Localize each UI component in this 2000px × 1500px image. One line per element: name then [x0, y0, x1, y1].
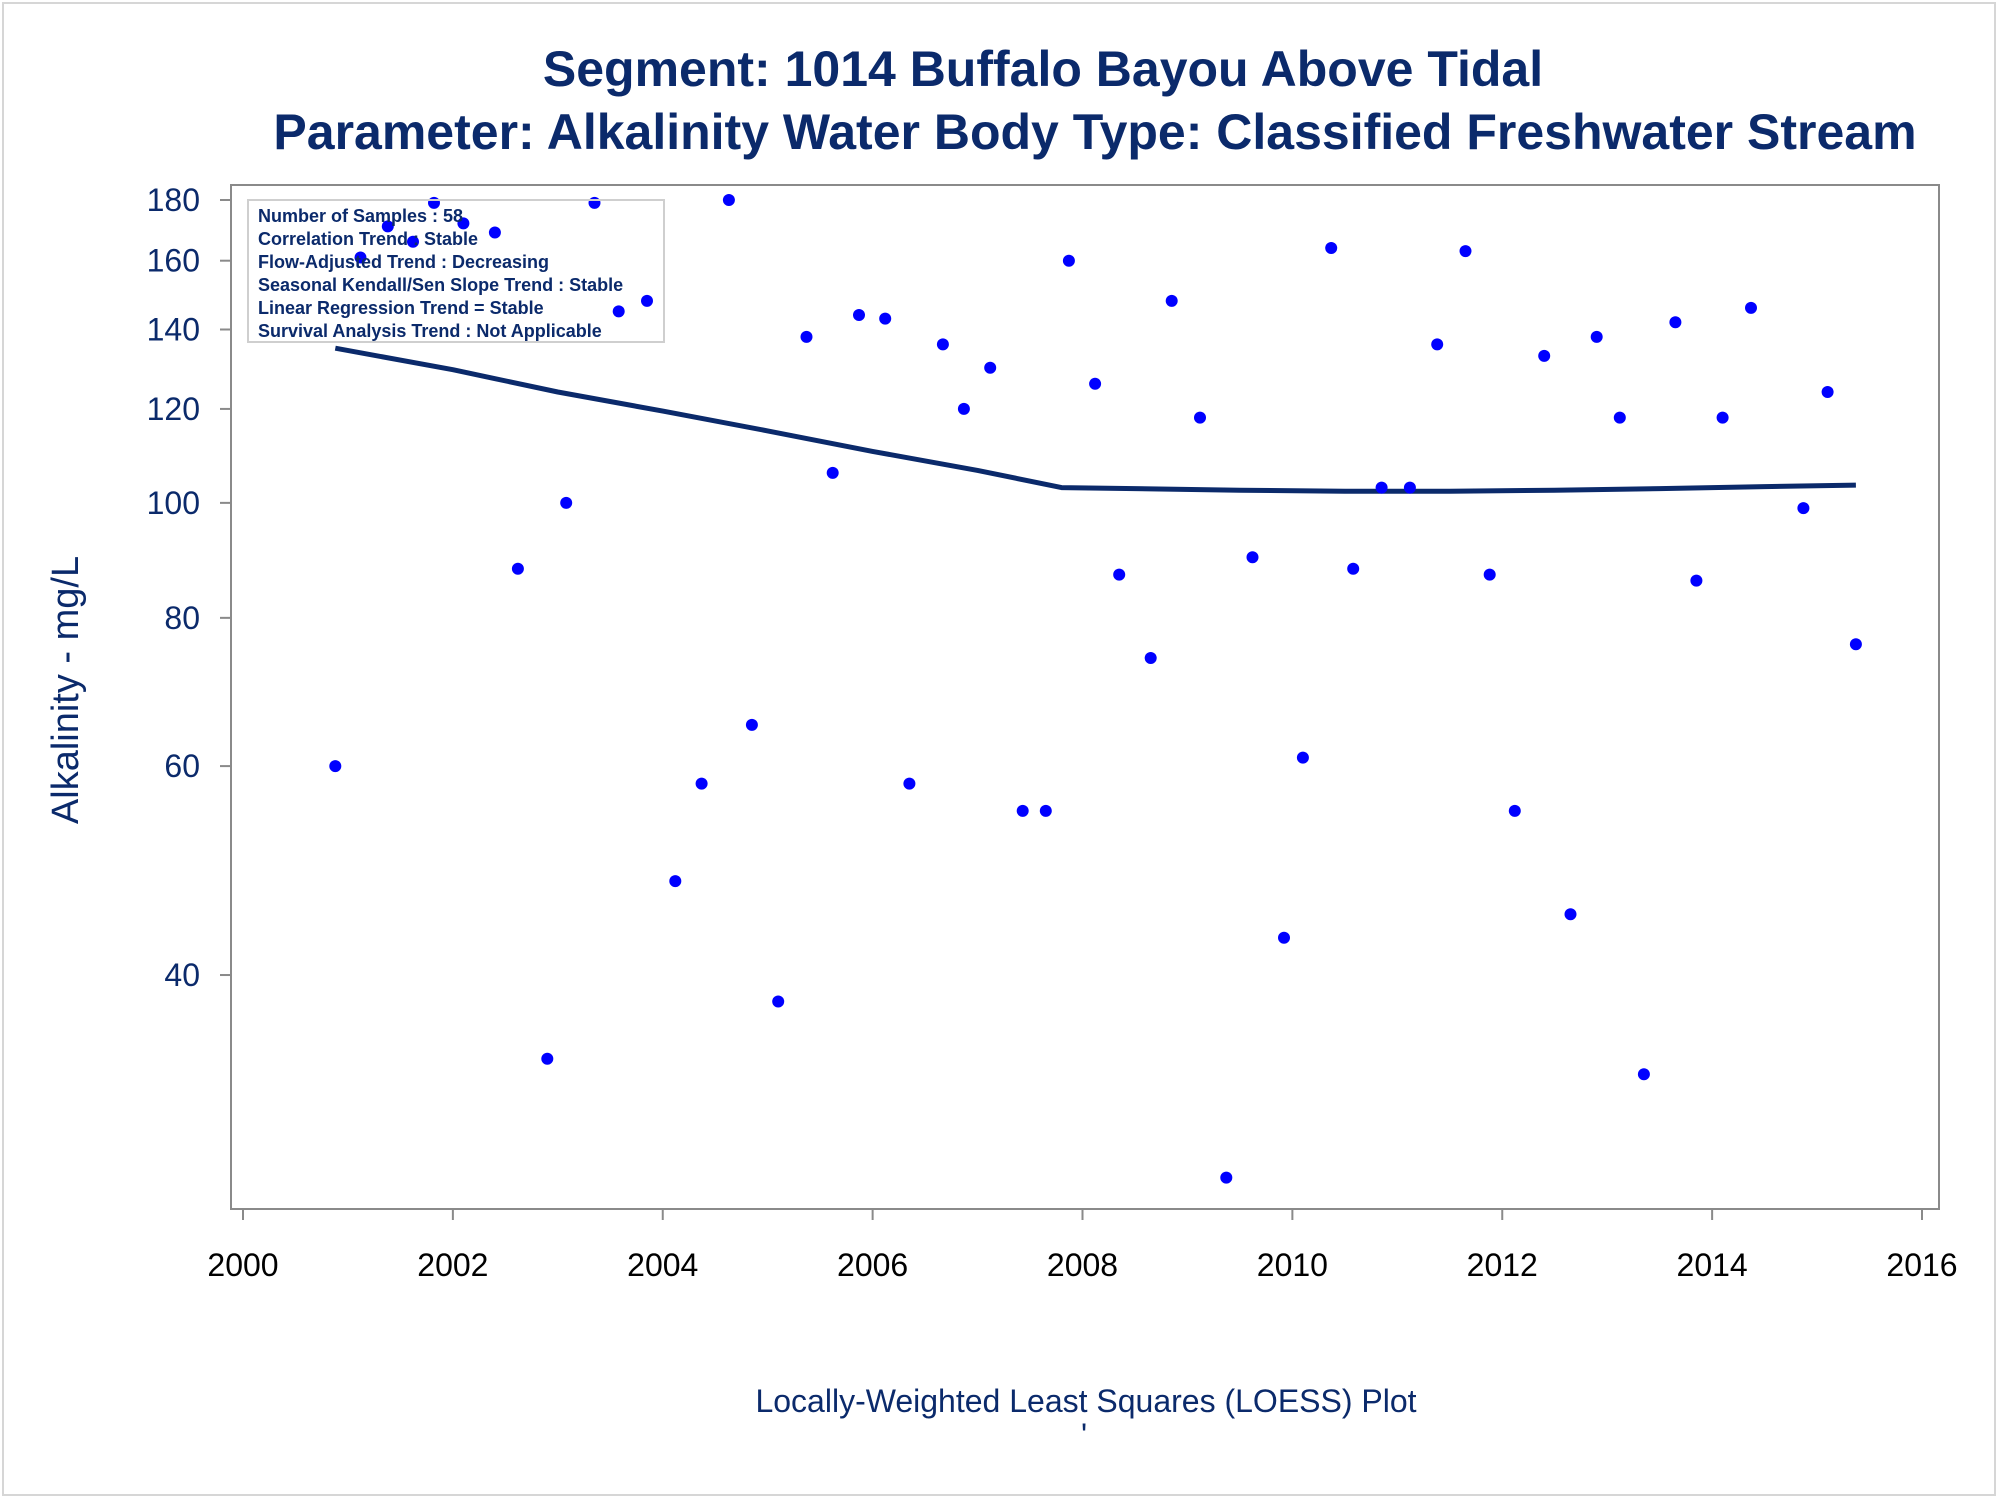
- data-point: [936, 338, 949, 351]
- data-point: [488, 226, 501, 239]
- data-point: [1431, 338, 1444, 351]
- y-tick-label: 140: [147, 311, 200, 347]
- y-tick-label: 120: [147, 391, 200, 427]
- data-point: [903, 777, 916, 790]
- x-tick-label: 2002: [417, 1247, 488, 1283]
- stats-line: Survival Analysis Trend : Not Applicable: [258, 321, 602, 341]
- data-point: [1325, 242, 1338, 254]
- data-point: [1797, 502, 1810, 515]
- data-point: [1194, 411, 1206, 424]
- data-point: [457, 217, 470, 230]
- stats-box-border: [247, 199, 665, 343]
- loess-line: [334, 345, 1856, 494]
- data-point: [1590, 330, 1603, 343]
- data-point: [1508, 804, 1521, 817]
- data-point: [1113, 568, 1126, 581]
- data-point: [1246, 551, 1259, 564]
- data-point: [1062, 254, 1075, 267]
- data-point: [588, 196, 601, 209]
- y-tick-label: 80: [164, 600, 200, 636]
- data-point: [745, 718, 758, 731]
- data-point: [1296, 751, 1309, 764]
- data-point: [722, 194, 735, 206]
- data-point: [1849, 638, 1862, 651]
- data-point: [695, 777, 708, 790]
- data-point: [1613, 411, 1626, 424]
- data-point: [381, 220, 394, 233]
- data-point: [1039, 804, 1052, 817]
- data-point: [1538, 349, 1551, 362]
- stats-line: Flow-Adjusted Trend : Decreasing: [258, 252, 549, 272]
- data-point: [669, 875, 682, 888]
- data-point: [879, 312, 892, 325]
- x-tick-label: 2000: [207, 1247, 278, 1283]
- data-point: [826, 466, 839, 479]
- footnote-mark: ': [1081, 1417, 1087, 1453]
- data-point: [1637, 1068, 1650, 1081]
- data-point: [853, 309, 865, 321]
- data-point: [1669, 316, 1682, 329]
- trend-stats-box: Number of Samples : 58 Correlation Trend …: [247, 199, 665, 343]
- data-point: [800, 330, 813, 343]
- y-tick-label: 180: [147, 182, 200, 218]
- x-tick-label: 2014: [1677, 1247, 1748, 1283]
- y-tick-label: 160: [147, 243, 200, 279]
- data-point: [641, 294, 653, 307]
- y-tick-label: 60: [164, 748, 200, 784]
- x-tick-label: 2016: [1886, 1247, 1957, 1283]
- data-point: [407, 235, 419, 248]
- stats-line: Seasonal Kendall/Sen Slope Trend : Stabl…: [258, 275, 623, 295]
- data-point: [541, 1052, 554, 1065]
- data-point: [560, 496, 573, 509]
- y-axis-label: Alkalinity - mg/L: [45, 556, 87, 824]
- data-point: [329, 760, 342, 773]
- x-tick-label: 2008: [1047, 1247, 1118, 1283]
- data-point: [1089, 377, 1102, 390]
- data-points: [329, 194, 1862, 1184]
- chart-title: Segment: 1014 Buffalo Bayou Above Tidal: [543, 41, 1543, 97]
- y-tick-label: 100: [147, 485, 200, 521]
- data-point: [1278, 931, 1290, 944]
- y-axis: 40 60 80 100 120 140 160 180: [147, 182, 231, 993]
- x-axis: 2000 2002 2004 2006 2008 2010 2012 2014 2016: [207, 1209, 1958, 1283]
- plot-area: [230, 184, 1940, 1210]
- data-point: [1483, 568, 1496, 581]
- data-point: [1220, 1171, 1233, 1184]
- data-point: [1403, 481, 1416, 494]
- data-point: [772, 995, 785, 1008]
- stats-line: Number of Samples : 58: [258, 206, 463, 226]
- data-point: [511, 562, 524, 575]
- data-point: [1375, 481, 1388, 494]
- data-point: [1459, 245, 1472, 258]
- x-tick-label: 2004: [627, 1247, 698, 1283]
- stats-line: Correlation Trend : Stable: [258, 229, 478, 249]
- data-point: [957, 402, 970, 415]
- data-point: [354, 251, 367, 264]
- x-tick-label: 2012: [1467, 1247, 1538, 1283]
- data-point: [612, 305, 625, 318]
- x-tick-label: 2006: [837, 1247, 908, 1283]
- data-point: [984, 361, 997, 374]
- data-point: [1165, 294, 1178, 307]
- data-point: [1564, 908, 1577, 921]
- data-point: [1016, 804, 1029, 817]
- chart-subtitle: Parameter: Alkalinity Water Body Type: C…: [273, 104, 1916, 160]
- data-point: [1821, 386, 1834, 398]
- data-point: [1745, 301, 1757, 314]
- data-point: [1144, 652, 1157, 664]
- x-tick-label: 2010: [1257, 1247, 1328, 1283]
- y-tick-label: 40: [164, 957, 200, 993]
- data-point: [1690, 574, 1703, 587]
- data-point: [1716, 411, 1729, 424]
- loess-series: [334, 345, 1856, 494]
- stats-line: Linear Regression Trend = Stable: [258, 298, 544, 318]
- chart-footnote: Locally-Weighted Least Squares (LOESS) P…: [755, 1383, 1416, 1419]
- data-point: [1347, 562, 1360, 575]
